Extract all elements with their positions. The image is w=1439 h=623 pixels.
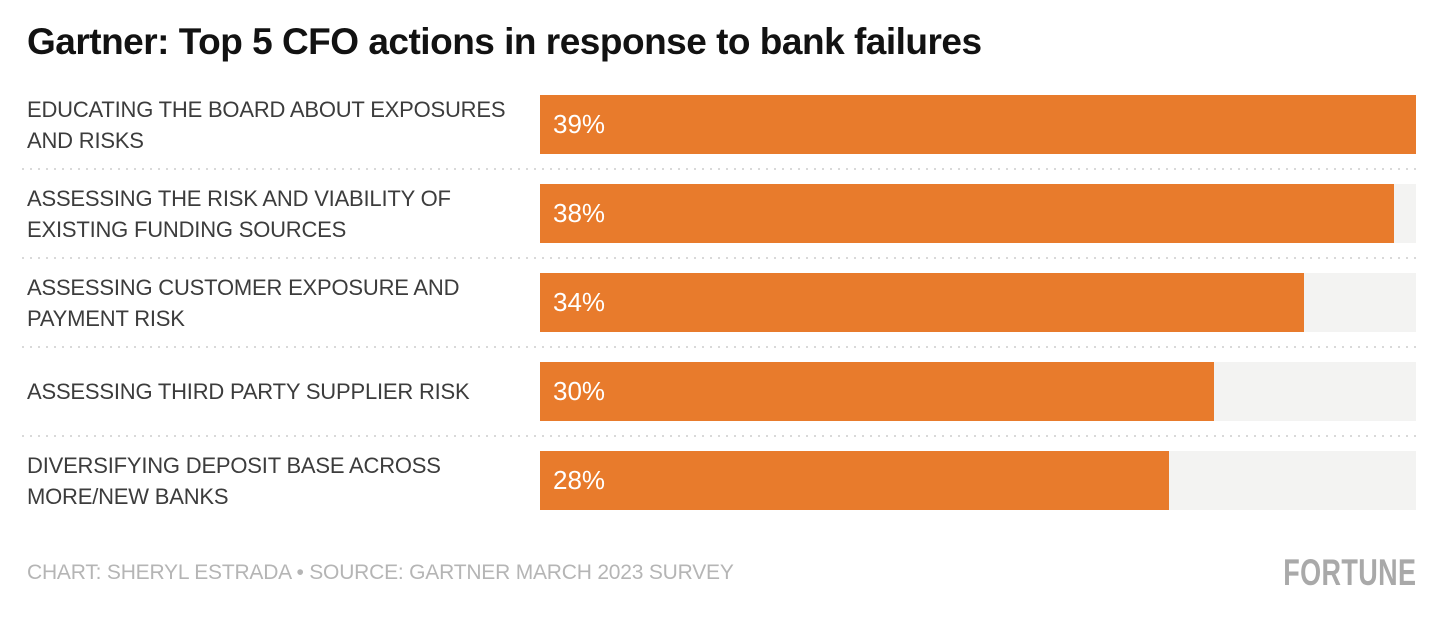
bar: 30% [540,362,1214,421]
credit-line: CHART: SHERYL ESTRADA • SOURCE: GARTNER … [27,561,734,584]
bar-track: 34% [540,273,1416,332]
bar: 34% [540,273,1304,332]
bar-track: 30% [540,362,1416,421]
category-label: ASSESSING THIRD PARTY SUPPLIER RISK [27,379,470,404]
bar: 38% [540,184,1394,243]
value-label: 39% [553,109,606,139]
row-separator [22,346,1416,348]
value-label: 28% [553,465,606,495]
bar-track: 39% [540,95,1416,154]
category-label: EDUCATING THE BOARD ABOUT EXPOSURES AND … [27,96,506,153]
row-separator [22,435,1416,437]
bar-row: DIVERSIFYING DEPOSIT BASE ACROSS MORE/NE… [27,451,1416,510]
value-label: 30% [553,376,606,406]
bar-track: 38% [540,184,1416,243]
value-label: 34% [553,287,606,317]
chart: EDUCATING THE BOARD ABOUT EXPOSURES AND … [22,95,1416,510]
bar-row: EDUCATING THE BOARD ABOUT EXPOSURES AND … [27,95,1416,154]
row-separator [22,168,1416,170]
value-label: 38% [553,198,606,228]
footer: CHART: SHERYL ESTRADA • SOURCE: GARTNER … [27,552,1416,594]
fortune-logo: FORTUNE [1282,552,1416,593]
category-label: ASSESSING CUSTOMER EXPOSURE AND PAYMENT … [27,274,460,331]
bar-row: ASSESSING THE RISK AND VIABILITY OF EXIS… [27,184,1416,243]
bar-row: ASSESSING CUSTOMER EXPOSURE AND PAYMENT … [27,273,1416,332]
category-label: DIVERSIFYING DEPOSIT BASE ACROSS MORE/NE… [27,452,441,509]
chart-title: Gartner: Top 5 CFO actions in response t… [27,21,982,62]
bar-track: 28% [540,451,1416,510]
bar-row: ASSESSING THIRD PARTY SUPPLIER RISK 30% [27,362,1416,421]
category-label: ASSESSING THE RISK AND VIABILITY OF EXIS… [27,185,451,242]
row-separator [22,257,1416,259]
bar: 28% [540,451,1169,510]
bar: 39% [540,95,1416,154]
